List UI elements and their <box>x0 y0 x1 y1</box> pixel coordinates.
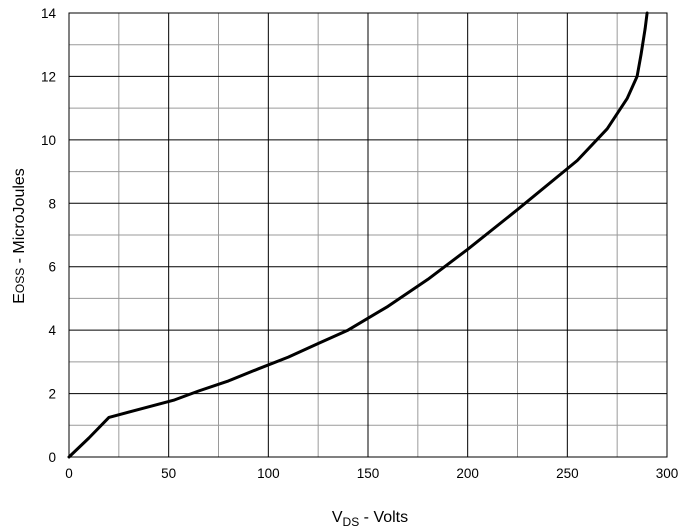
x-axis-title-sub: DS <box>343 515 360 529</box>
y-tick-label: 14 <box>41 6 57 21</box>
y-axis-title-main: E <box>11 293 28 304</box>
y-tick-label: 12 <box>41 69 56 84</box>
series-line <box>67 11 649 459</box>
y-tick-label: 8 <box>48 196 56 211</box>
y-tick-label: 10 <box>41 133 56 148</box>
y-tick-labels: 0 2 4 6 8 10 12 14 <box>41 6 57 465</box>
y-tick-label: 4 <box>48 323 56 338</box>
x-axis-title: VDS - Volts <box>332 509 408 529</box>
x-tick-label: 200 <box>456 466 479 481</box>
y-axis-title-rest: - MicroJoules <box>11 168 28 268</box>
y-tick-label: 6 <box>48 260 56 275</box>
grid <box>68 12 668 458</box>
series-layer <box>67 11 649 459</box>
plot-frame <box>68 12 668 458</box>
x-tick-label: 300 <box>656 466 679 481</box>
y-axis-title: EOSS - MicroJoules <box>11 168 28 304</box>
x-tick-labels: 0 50 100 150 200 250 300 <box>65 466 678 481</box>
y-axis-title-sub: OSS <box>13 268 27 293</box>
x-tick-label: 150 <box>357 466 380 481</box>
x-axis-title-main: V <box>332 509 343 526</box>
x-tick-label: 250 <box>556 466 579 481</box>
x-tick-label: 100 <box>257 466 280 481</box>
y-tick-label: 2 <box>48 387 56 402</box>
x-tick-label: 50 <box>161 466 176 481</box>
y-tick-label: 0 <box>48 450 56 465</box>
x-axis-title-rest: - Volts <box>359 509 408 526</box>
x-tick-label: 0 <box>65 466 73 481</box>
